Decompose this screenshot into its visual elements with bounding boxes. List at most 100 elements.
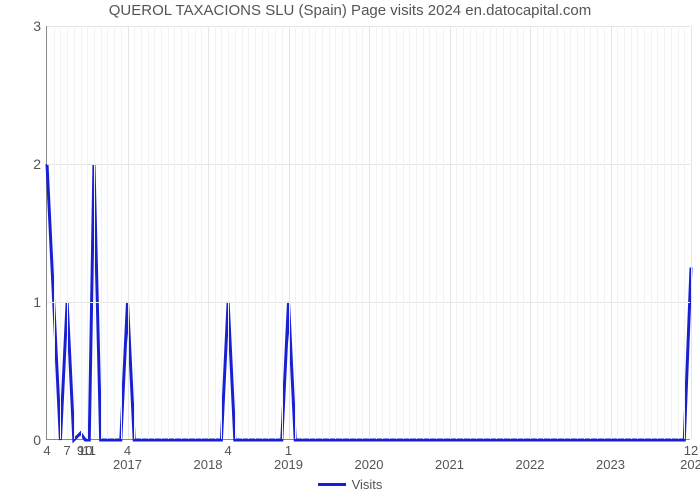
gridline-vertical-minor xyxy=(389,26,390,439)
gridline-vertical-minor xyxy=(154,26,155,439)
gridline-vertical-minor xyxy=(570,26,571,439)
gridline-vertical-minor xyxy=(496,26,497,439)
gridline-vertical-minor xyxy=(221,26,222,439)
gridline-vertical-minor xyxy=(248,26,249,439)
x-year-label: 2018 xyxy=(194,439,223,472)
x-year-label: 2021 xyxy=(435,439,464,472)
gridline-vertical-minor xyxy=(403,26,404,439)
gridline-vertical-minor xyxy=(349,26,350,439)
point-label: 11 xyxy=(83,439,97,458)
gridline-vertical-minor xyxy=(684,26,685,439)
gridline-vertical-minor xyxy=(60,26,61,439)
gridline-vertical-minor xyxy=(322,26,323,439)
gridline-vertical-minor xyxy=(624,26,625,439)
gridline-vertical-minor xyxy=(637,26,638,439)
point-label: 4 xyxy=(43,439,50,458)
y-tick-label: 3 xyxy=(33,18,47,34)
gridline-vertical-major xyxy=(691,26,692,439)
gridline-vertical-minor xyxy=(590,26,591,439)
gridline-vertical-minor xyxy=(671,26,672,439)
gridline-vertical-minor xyxy=(416,26,417,439)
gridline-vertical-minor xyxy=(362,26,363,439)
point-label: 4 xyxy=(225,439,232,458)
legend: Visits xyxy=(0,476,700,492)
gridline-vertical-minor xyxy=(577,26,578,439)
gridline-vertical-minor xyxy=(295,26,296,439)
legend-label: Visits xyxy=(352,477,383,492)
gridline-vertical-minor xyxy=(376,26,377,439)
gridline-vertical-minor xyxy=(490,26,491,439)
gridline-vertical-minor xyxy=(215,26,216,439)
gridline-vertical-minor xyxy=(309,26,310,439)
gridline-vertical-minor xyxy=(242,26,243,439)
gridline-vertical-minor xyxy=(282,26,283,439)
gridline-vertical-major xyxy=(128,26,129,439)
gridline-vertical-minor xyxy=(329,26,330,439)
gridline-vertical-minor xyxy=(161,26,162,439)
gridline-vertical-minor xyxy=(201,26,202,439)
gridline-vertical-minor xyxy=(584,26,585,439)
gridline-vertical-minor xyxy=(121,26,122,439)
gridline-vertical-minor xyxy=(134,26,135,439)
gridline-vertical-minor xyxy=(101,26,102,439)
gridline-vertical-minor xyxy=(356,26,357,439)
gridline-vertical-minor xyxy=(81,26,82,439)
gridline-vertical-minor xyxy=(302,26,303,439)
gridline-vertical-minor xyxy=(188,26,189,439)
gridline-vertical-minor xyxy=(644,26,645,439)
gridline-vertical-minor xyxy=(54,26,55,439)
gridline-vertical-major xyxy=(611,26,612,439)
gridline-vertical-minor xyxy=(409,26,410,439)
gridline-vertical-major xyxy=(208,26,209,439)
x-year-label: 2020 xyxy=(355,439,384,472)
gridline-vertical-minor xyxy=(181,26,182,439)
gridline-vertical-minor xyxy=(476,26,477,439)
gridline-vertical-minor xyxy=(463,26,464,439)
y-tick-label: 1 xyxy=(33,294,47,310)
gridline-vertical-minor xyxy=(342,26,343,439)
gridline-vertical-minor xyxy=(564,26,565,439)
gridline-vertical-minor xyxy=(604,26,605,439)
gridline-vertical-major xyxy=(289,26,290,439)
gridline-vertical-minor xyxy=(503,26,504,439)
gridline-vertical-minor xyxy=(396,26,397,439)
gridline-vertical-minor xyxy=(382,26,383,439)
gridline-vertical-minor xyxy=(87,26,88,439)
gridline-vertical-minor xyxy=(94,26,95,439)
gridline-vertical-minor xyxy=(557,26,558,439)
gridline-vertical-minor xyxy=(423,26,424,439)
gridline-vertical-minor xyxy=(315,26,316,439)
gridline-vertical-minor xyxy=(483,26,484,439)
gridline-vertical-minor xyxy=(148,26,149,439)
gridline-vertical-minor xyxy=(67,26,68,439)
point-label: 4 xyxy=(124,439,131,458)
gridline-vertical-minor xyxy=(74,26,75,439)
gridline-vertical-minor xyxy=(523,26,524,439)
gridline-vertical-minor xyxy=(537,26,538,439)
gridline-vertical-minor xyxy=(443,26,444,439)
point-label: 7 xyxy=(64,439,71,458)
gridline-vertical-minor xyxy=(550,26,551,439)
gridline-vertical-minor xyxy=(255,26,256,439)
gridline-vertical-minor xyxy=(470,26,471,439)
x-year-label: 2022 xyxy=(516,439,545,472)
gridline-vertical-major xyxy=(450,26,451,439)
gridline-vertical-minor xyxy=(678,26,679,439)
gridline-vertical-minor xyxy=(335,26,336,439)
gridline-vertical-minor xyxy=(168,26,169,439)
gridline-vertical-minor xyxy=(631,26,632,439)
gridline-vertical-minor xyxy=(268,26,269,439)
gridline-vertical-minor xyxy=(107,26,108,439)
gridline-vertical-minor xyxy=(651,26,652,439)
legend-swatch xyxy=(318,483,346,486)
gridline-vertical-minor xyxy=(436,26,437,439)
gridline-vertical-minor xyxy=(617,26,618,439)
gridline-vertical-minor xyxy=(262,26,263,439)
gridline-vertical-minor xyxy=(664,26,665,439)
plot-area: 0123201720182019202020212022202320247910… xyxy=(46,26,690,440)
gridline-vertical-minor xyxy=(195,26,196,439)
y-tick-label: 2 xyxy=(33,156,47,172)
gridline-vertical-major xyxy=(369,26,370,439)
gridline-vertical-minor xyxy=(141,26,142,439)
x-year-label: 2023 xyxy=(596,439,625,472)
